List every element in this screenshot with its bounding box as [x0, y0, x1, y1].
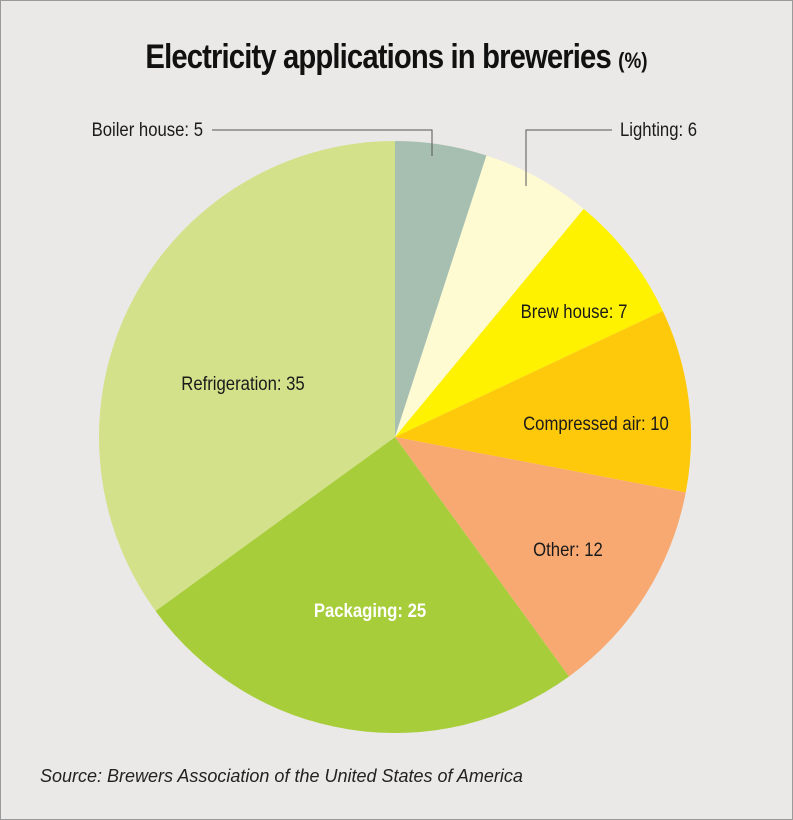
- chart-title: Electricity applications in breweries (%…: [56, 38, 738, 77]
- slice-label-refrigeration: Refrigeration: 35: [181, 373, 305, 394]
- chart-title-text: Electricity applications in breweries: [145, 38, 611, 76]
- slice-label-compressed-air: Compressed air: 10: [523, 413, 669, 434]
- pie-slice-boiler-house: [395, 141, 487, 437]
- pie-slice-packaging: [155, 437, 569, 733]
- pie-slice-other: [395, 437, 686, 677]
- slice-label-boiler-house: Boiler house: 5: [92, 119, 203, 140]
- leader-line-lighting: [525, 129, 612, 186]
- pie-slice-refrigeration: [99, 141, 395, 611]
- leader-line-boiler-house: [212, 129, 433, 156]
- pie-slice-lighting: [395, 155, 584, 438]
- slice-label-other: Other: 12: [533, 539, 603, 560]
- pie-slice-brew-house: [395, 208, 663, 437]
- source-note: Source: Brewers Association of the Unite…: [40, 766, 523, 786]
- pie-slice-compressed-air: [395, 310, 692, 493]
- slice-label-brew-house: Brew house: 7: [521, 301, 628, 322]
- chart-title-unit: (%): [618, 48, 648, 73]
- slice-label-packaging: Packaging: 25: [314, 600, 426, 621]
- slice-label-lighting: Lighting: 6: [620, 119, 697, 140]
